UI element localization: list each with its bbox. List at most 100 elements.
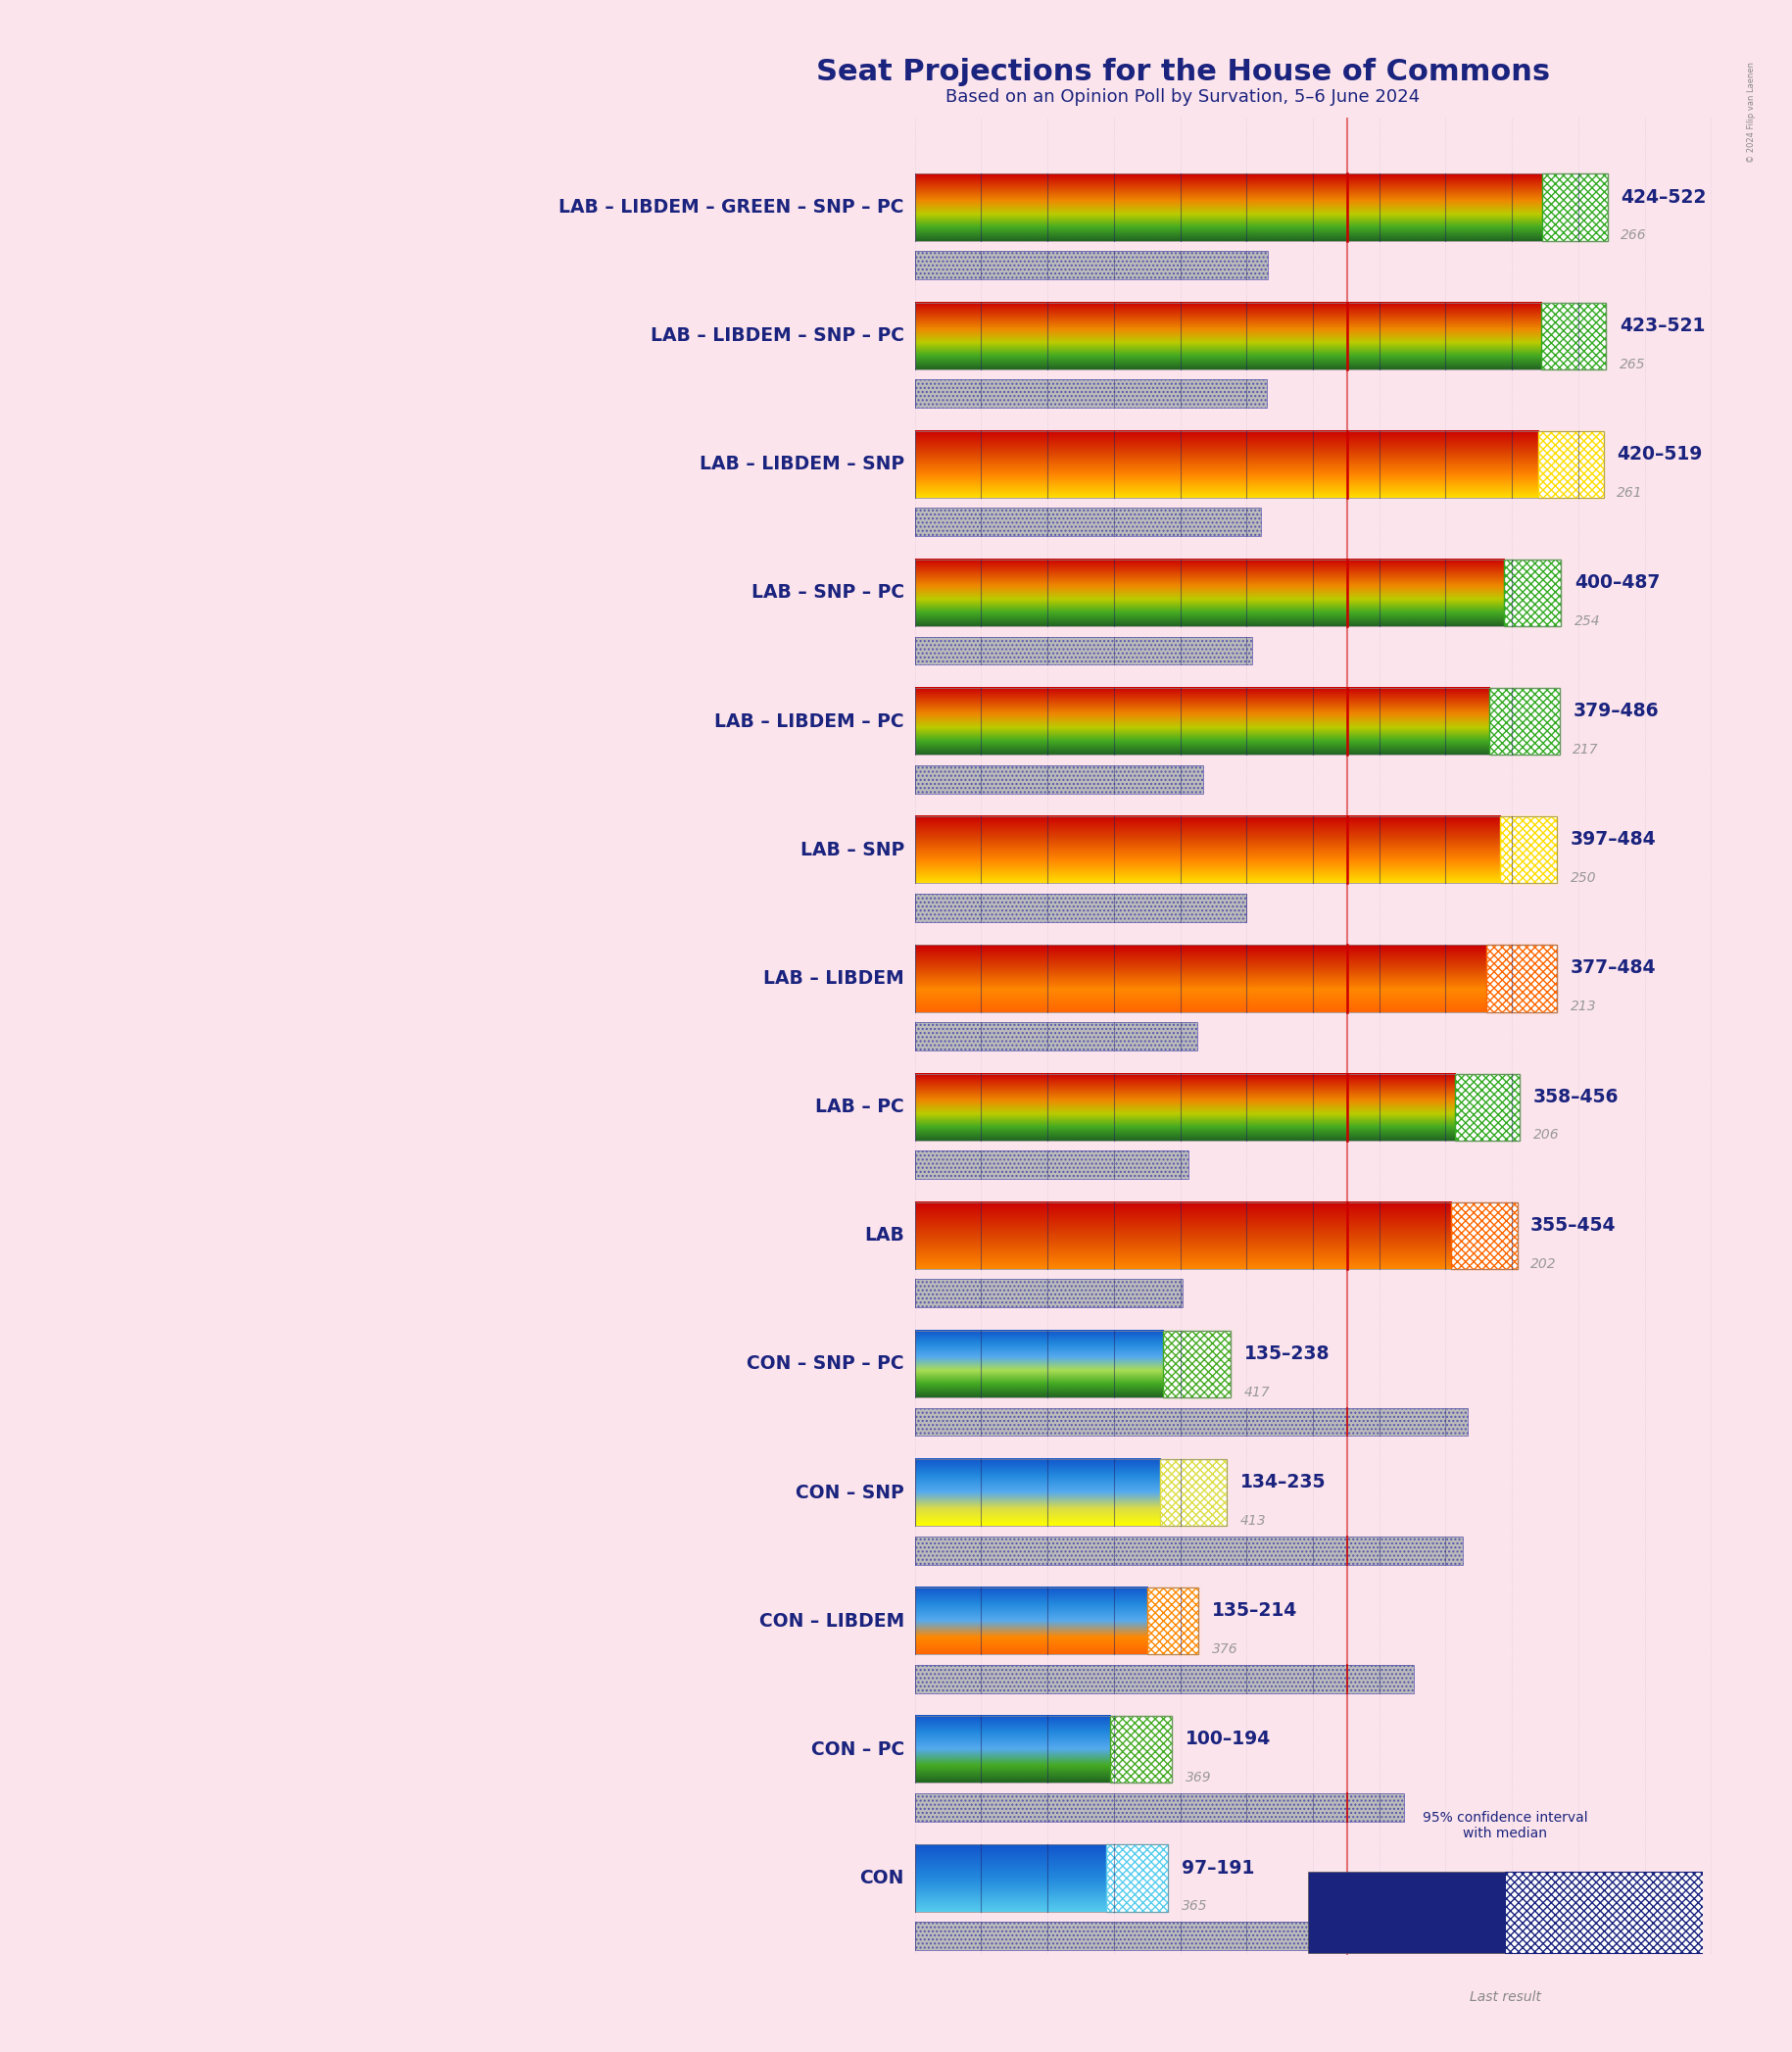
Bar bbox=[914, 1408, 1468, 1436]
Bar bbox=[914, 1923, 1400, 1949]
Text: CON – LIBDEM: CON – LIBDEM bbox=[758, 1611, 905, 1631]
Bar bbox=[914, 1537, 1462, 1564]
Text: 95% confidence interval
with median: 95% confidence interval with median bbox=[1423, 1812, 1588, 1841]
Text: © 2024 Filip van Laenen: © 2024 Filip van Laenen bbox=[1747, 62, 1756, 162]
Bar bbox=[914, 1073, 1520, 1141]
Bar bbox=[1541, 302, 1606, 369]
Bar bbox=[1500, 817, 1557, 882]
Bar bbox=[1159, 1459, 1226, 1527]
Text: 420–519: 420–519 bbox=[1616, 445, 1702, 464]
Bar bbox=[914, 1459, 1226, 1527]
Bar bbox=[1505, 1871, 1702, 1954]
Bar bbox=[1109, 1715, 1172, 1783]
Text: LAB – LIBDEM – PC: LAB – LIBDEM – PC bbox=[715, 712, 905, 731]
Text: 217: 217 bbox=[1573, 743, 1598, 757]
Bar bbox=[1147, 1588, 1199, 1654]
Text: LAB – SNP – PC: LAB – SNP – PC bbox=[751, 583, 905, 601]
Text: LAB – LIBDEM – SNP: LAB – LIBDEM – SNP bbox=[699, 456, 905, 474]
Bar bbox=[914, 765, 1202, 794]
Text: 413: 413 bbox=[1240, 1514, 1265, 1527]
Text: 417: 417 bbox=[1244, 1385, 1271, 1399]
Bar bbox=[914, 1664, 1414, 1693]
Text: 261: 261 bbox=[1616, 486, 1643, 499]
Bar bbox=[1163, 1330, 1231, 1397]
Bar bbox=[1489, 687, 1559, 755]
Bar bbox=[1147, 1588, 1199, 1654]
Text: CON: CON bbox=[860, 1869, 905, 1888]
Text: LAB – LIBDEM: LAB – LIBDEM bbox=[763, 969, 905, 987]
Text: Seat Projections for the House of Commons: Seat Projections for the House of Common… bbox=[815, 57, 1550, 86]
Bar bbox=[914, 893, 1247, 921]
Bar bbox=[914, 1588, 1199, 1654]
Bar bbox=[914, 1202, 1518, 1268]
Bar bbox=[914, 636, 1253, 665]
Bar bbox=[914, 1022, 1197, 1051]
Bar bbox=[914, 1151, 1188, 1180]
Bar bbox=[914, 380, 1267, 408]
Bar bbox=[1455, 1073, 1520, 1141]
Bar bbox=[914, 765, 1202, 794]
Bar bbox=[914, 1151, 1188, 1180]
Bar bbox=[914, 1330, 1231, 1397]
Text: 202: 202 bbox=[1530, 1258, 1557, 1270]
Text: 355–454: 355–454 bbox=[1530, 1217, 1616, 1235]
Bar bbox=[1163, 1330, 1231, 1397]
Bar bbox=[1109, 1715, 1172, 1783]
Text: 400–487: 400–487 bbox=[1575, 573, 1659, 591]
Bar bbox=[914, 250, 1267, 279]
Text: 423–521: 423–521 bbox=[1620, 316, 1704, 334]
Text: CON – SNP: CON – SNP bbox=[796, 1484, 905, 1502]
Bar bbox=[914, 687, 1559, 755]
Bar bbox=[1539, 431, 1604, 499]
Bar bbox=[914, 636, 1253, 665]
Text: 266: 266 bbox=[1620, 228, 1647, 242]
Bar bbox=[914, 946, 1557, 1012]
Text: Last result: Last result bbox=[1469, 1990, 1541, 2005]
Bar bbox=[1487, 946, 1557, 1012]
Bar bbox=[1503, 560, 1561, 626]
Bar bbox=[1455, 1073, 1520, 1141]
Text: 206: 206 bbox=[1534, 1129, 1559, 1143]
Bar bbox=[914, 1923, 1400, 1949]
Bar bbox=[1541, 302, 1606, 369]
Text: 265: 265 bbox=[1620, 357, 1645, 371]
Bar bbox=[914, 1537, 1462, 1564]
Bar bbox=[914, 302, 1606, 369]
Bar bbox=[1159, 1459, 1226, 1527]
Bar bbox=[914, 1022, 1197, 1051]
Text: 424–522: 424–522 bbox=[1620, 187, 1706, 207]
Bar bbox=[1489, 687, 1559, 755]
Text: 250: 250 bbox=[1570, 872, 1597, 884]
Bar bbox=[914, 380, 1267, 408]
Bar bbox=[1487, 946, 1557, 1012]
Text: LAB – LIBDEM – GREEN – SNP – PC: LAB – LIBDEM – GREEN – SNP – PC bbox=[559, 197, 905, 218]
Text: 134–235: 134–235 bbox=[1240, 1473, 1326, 1492]
Text: 135–238: 135–238 bbox=[1244, 1344, 1330, 1363]
Text: LAB – PC: LAB – PC bbox=[815, 1098, 905, 1116]
Text: 97–191: 97–191 bbox=[1181, 1859, 1254, 1878]
Bar bbox=[914, 509, 1262, 536]
Text: 135–214: 135–214 bbox=[1211, 1601, 1297, 1621]
Text: Based on an Opinion Poll by Survation, 5–6 June 2024: Based on an Opinion Poll by Survation, 5… bbox=[946, 88, 1419, 107]
Bar bbox=[1500, 817, 1557, 882]
Bar bbox=[914, 431, 1604, 499]
Bar bbox=[914, 560, 1561, 626]
Bar bbox=[914, 509, 1262, 536]
Bar bbox=[914, 174, 1607, 240]
Text: CON – PC: CON – PC bbox=[810, 1740, 905, 1759]
Text: 213: 213 bbox=[1570, 999, 1597, 1014]
Bar bbox=[1503, 560, 1561, 626]
Bar bbox=[914, 1793, 1405, 1822]
Bar bbox=[914, 1845, 1168, 1912]
Bar bbox=[914, 1664, 1414, 1693]
Bar bbox=[914, 1278, 1183, 1307]
Text: 358–456: 358–456 bbox=[1534, 1088, 1618, 1106]
Bar bbox=[1308, 1871, 1505, 1954]
Bar bbox=[1452, 1202, 1518, 1268]
Bar bbox=[1543, 174, 1607, 240]
Text: 376: 376 bbox=[1211, 1642, 1238, 1656]
Bar bbox=[914, 1408, 1468, 1436]
Text: 397–484: 397–484 bbox=[1570, 831, 1656, 850]
Text: 379–486: 379–486 bbox=[1573, 702, 1659, 720]
Bar bbox=[914, 817, 1557, 882]
